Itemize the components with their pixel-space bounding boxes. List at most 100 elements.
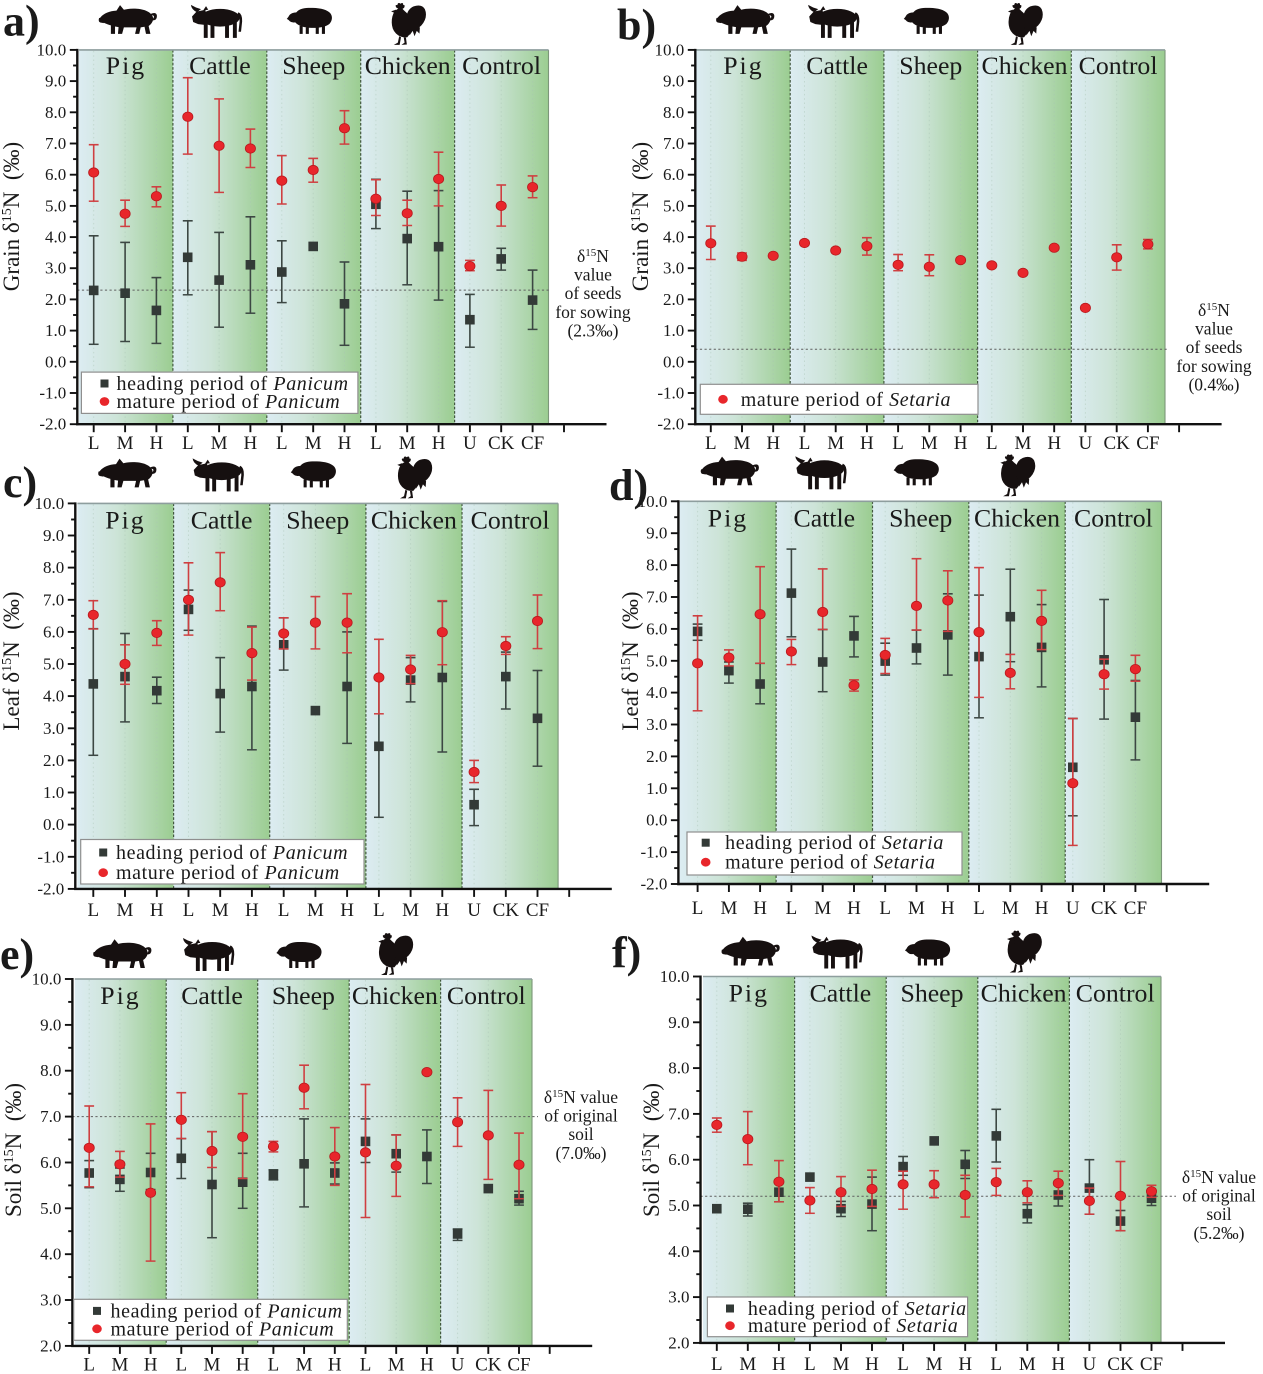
- svg-text:M: M: [305, 433, 322, 454]
- svg-text:-1.0: -1.0: [37, 847, 64, 866]
- svg-text:7.0: 7.0: [43, 590, 64, 609]
- svg-text:L: L: [88, 433, 100, 454]
- svg-text:L: L: [879, 898, 891, 919]
- svg-text:Cattle: Cattle: [181, 981, 243, 1010]
- svg-text:4.0: 4.0: [646, 683, 667, 702]
- svg-text:Sheep: Sheep: [900, 979, 963, 1008]
- svg-text:M: M: [1019, 1354, 1036, 1374]
- svg-text:-2.0: -2.0: [640, 875, 667, 894]
- svg-text:Pig: Pig: [106, 51, 146, 80]
- svg-text:M: M: [814, 898, 831, 919]
- svg-text:L: L: [990, 1354, 1002, 1374]
- svg-text:H: H: [340, 900, 354, 921]
- svg-text:Grain δ15N (‰): Grain δ15N (‰): [628, 142, 653, 291]
- svg-text:5.0: 5.0: [668, 1196, 689, 1215]
- svg-text:9.0: 9.0: [45, 72, 66, 91]
- svg-text:M: M: [307, 900, 324, 921]
- svg-text:-2.0: -2.0: [657, 415, 684, 434]
- svg-text:soil: soil: [1206, 1204, 1231, 1224]
- svg-text:L: L: [804, 1354, 816, 1374]
- svg-text:0.0: 0.0: [45, 352, 66, 371]
- svg-text:H: H: [1035, 898, 1049, 919]
- svg-text:H: H: [1051, 1354, 1065, 1374]
- svg-text:3.0: 3.0: [43, 719, 64, 738]
- svg-text:L: L: [183, 900, 195, 921]
- svg-text:M: M: [908, 898, 925, 919]
- svg-text:10.0: 10.0: [37, 40, 67, 59]
- svg-text:Control: Control: [462, 51, 541, 80]
- svg-text:4.0: 4.0: [45, 228, 66, 247]
- svg-text:heading period of Panicum: heading period of Panicum: [111, 1300, 343, 1322]
- svg-text:Leaf δ15N (‰): Leaf δ15N (‰): [618, 591, 643, 730]
- svg-text:8.0: 8.0: [40, 1061, 61, 1080]
- svg-text:2.0: 2.0: [43, 751, 64, 770]
- svg-text:δ15N: δ15N: [1198, 300, 1230, 320]
- svg-text:3.0: 3.0: [668, 1288, 689, 1307]
- svg-text:7.0: 7.0: [663, 134, 684, 153]
- svg-text:Control: Control: [1076, 979, 1155, 1008]
- svg-text:10.0: 10.0: [32, 970, 62, 989]
- svg-text:of original: of original: [1182, 1186, 1256, 1206]
- svg-text:of seeds: of seeds: [1186, 337, 1243, 357]
- svg-text:value: value: [1195, 319, 1233, 339]
- svg-text:Control: Control: [1074, 503, 1153, 532]
- svg-text:M: M: [827, 433, 844, 454]
- svg-text:H: H: [954, 433, 968, 454]
- svg-text:δ15N value: δ15N value: [544, 1087, 618, 1107]
- svg-text:M: M: [211, 433, 228, 454]
- svg-text:U: U: [1083, 1354, 1097, 1374]
- svg-text:Cattle: Cattle: [810, 979, 872, 1008]
- svg-text:U: U: [1066, 898, 1080, 919]
- svg-text:Sheep: Sheep: [889, 503, 952, 532]
- svg-text:-1.0: -1.0: [657, 384, 684, 403]
- svg-text:M: M: [117, 900, 134, 921]
- svg-text:H: H: [753, 898, 767, 919]
- svg-text:M: M: [399, 433, 416, 454]
- svg-text:Sheep: Sheep: [282, 51, 345, 80]
- svg-text:H: H: [328, 1354, 342, 1374]
- svg-text:1.0: 1.0: [45, 321, 66, 340]
- svg-text:9.0: 9.0: [668, 1013, 689, 1032]
- svg-text:for sowing: for sowing: [555, 302, 631, 322]
- svg-text:δ15N: δ15N: [577, 246, 609, 266]
- svg-text:H: H: [847, 898, 861, 919]
- svg-text:L: L: [276, 433, 288, 454]
- svg-text:H: H: [236, 1354, 250, 1374]
- svg-text:4.0: 4.0: [668, 1242, 689, 1261]
- svg-text:10.0: 10.0: [660, 967, 690, 986]
- svg-text:Pig: Pig: [729, 979, 769, 1008]
- svg-text:Chicken: Chicken: [371, 505, 457, 534]
- svg-text:a): a): [3, 0, 40, 46]
- svg-text:soil: soil: [568, 1124, 593, 1144]
- svg-text:Control: Control: [447, 981, 526, 1010]
- svg-text:H: H: [144, 1354, 158, 1374]
- svg-text:L: L: [892, 433, 904, 454]
- svg-text:6.0: 6.0: [45, 165, 66, 184]
- svg-text:(2.3‰): (2.3‰): [567, 320, 618, 340]
- svg-text:H: H: [958, 1354, 972, 1374]
- svg-text:U: U: [451, 1354, 465, 1374]
- svg-text:M: M: [388, 1354, 405, 1374]
- svg-text:6.0: 6.0: [646, 619, 667, 638]
- svg-text:L: L: [182, 433, 194, 454]
- svg-text:6.0: 6.0: [663, 165, 684, 184]
- svg-text:U: U: [463, 433, 477, 454]
- svg-text:-1.0: -1.0: [640, 843, 667, 862]
- svg-text:5.0: 5.0: [663, 196, 684, 215]
- svg-text:L: L: [87, 900, 99, 921]
- svg-text:6.0: 6.0: [40, 1153, 61, 1172]
- svg-text:6.0: 6.0: [668, 1150, 689, 1169]
- svg-text:7.0: 7.0: [40, 1107, 61, 1126]
- svg-text:5.0: 5.0: [45, 196, 66, 215]
- svg-text:CK: CK: [475, 1354, 502, 1374]
- svg-text:10.0: 10.0: [655, 40, 685, 59]
- svg-text:0.0: 0.0: [646, 811, 667, 830]
- svg-text:Sheep: Sheep: [272, 981, 335, 1010]
- svg-text:9.0: 9.0: [43, 526, 64, 545]
- svg-text:Cattle: Cattle: [191, 505, 253, 534]
- svg-text:8.0: 8.0: [668, 1059, 689, 1078]
- svg-text:L: L: [986, 433, 998, 454]
- svg-text:U: U: [467, 900, 481, 921]
- svg-text:of seeds: of seeds: [565, 283, 622, 303]
- svg-text:L: L: [973, 898, 985, 919]
